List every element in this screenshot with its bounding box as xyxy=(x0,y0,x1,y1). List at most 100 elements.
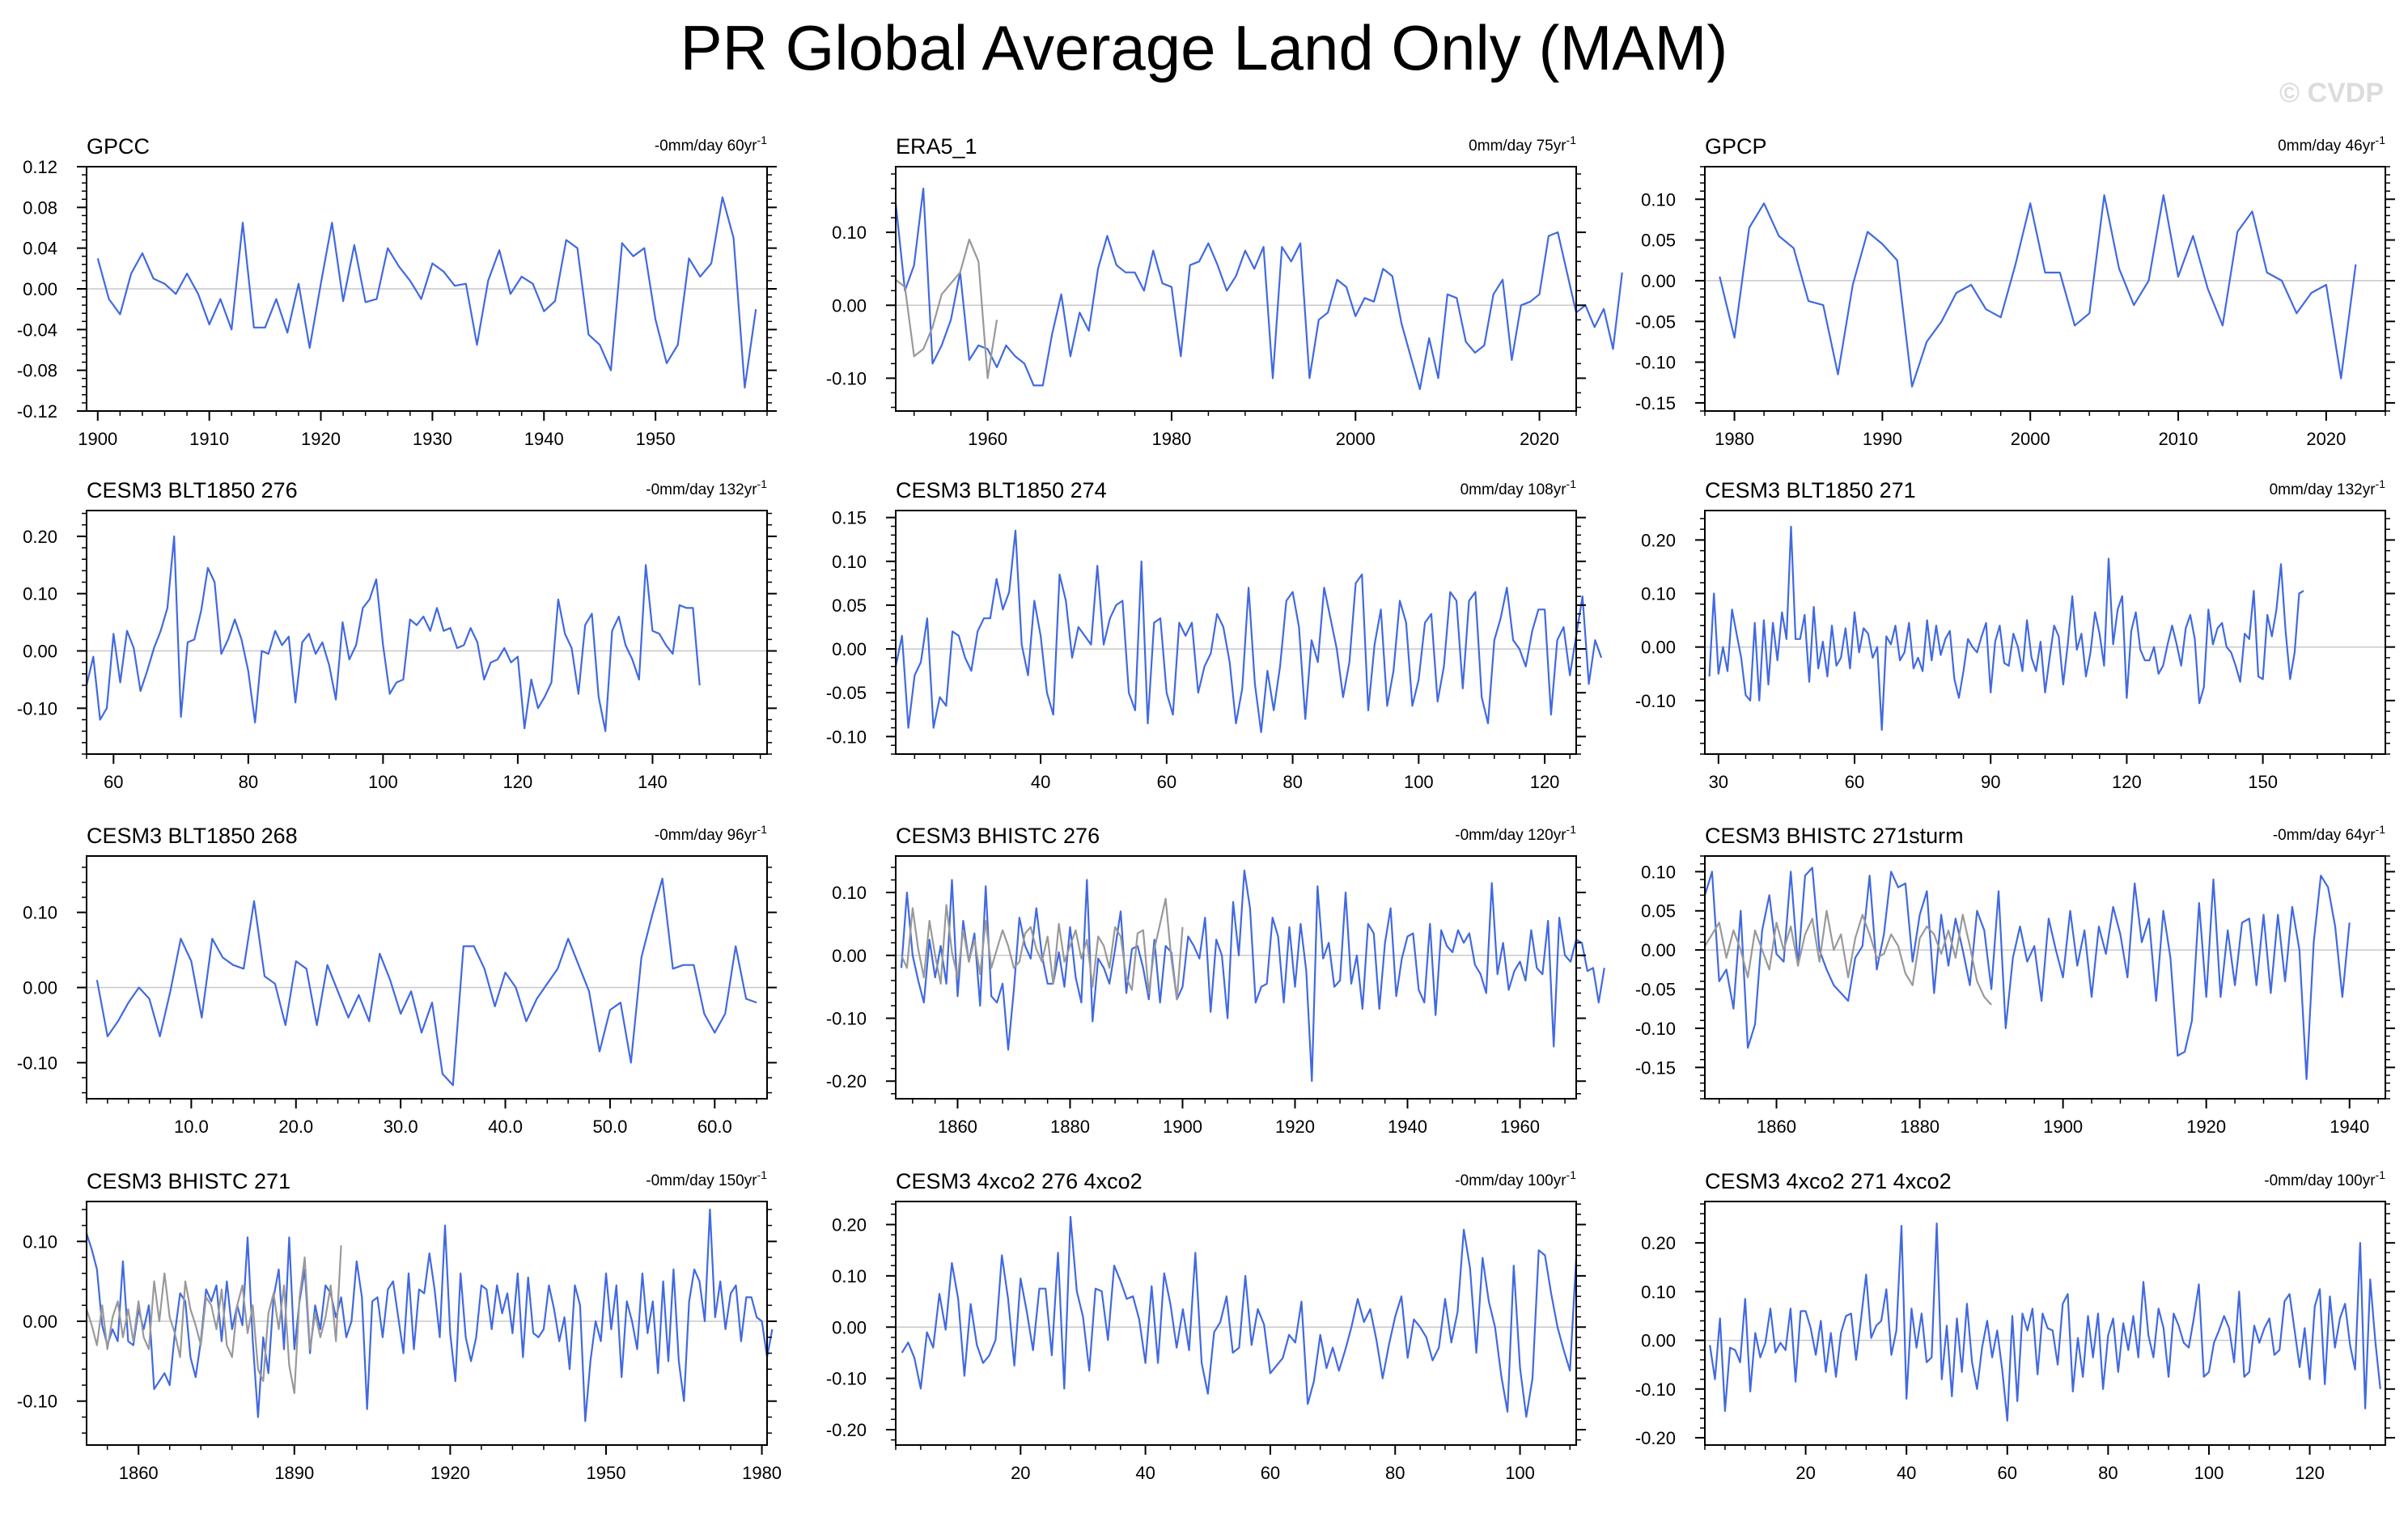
y-tick-label: 0.12 xyxy=(23,157,57,177)
x-tick-label: 1880 xyxy=(1900,1117,1940,1137)
trend-superscript: -1 xyxy=(757,823,768,836)
x-tick-label: 1920 xyxy=(430,1463,470,1483)
trend-superscript: -1 xyxy=(757,1168,768,1181)
panel-title: CESM3 BHISTC 271 xyxy=(87,1169,290,1193)
x-tick-label: 1980 xyxy=(1151,429,1191,449)
panel-title: CESM3 BLT1850 274 xyxy=(896,478,1107,502)
y-tick-label: -0.10 xyxy=(17,1392,57,1412)
x-tick-label: 90 xyxy=(1981,772,2000,792)
x-tick-label: 1880 xyxy=(1050,1117,1090,1137)
watermark: © CVDP xyxy=(2279,78,2384,108)
y-tick-label: -0.05 xyxy=(826,683,867,703)
y-tick-label: 0.10 xyxy=(23,903,57,923)
plot-frame xyxy=(895,510,1577,755)
y-tick-label: 0.00 xyxy=(23,978,57,998)
trend-superscript: -1 xyxy=(2376,823,2386,836)
trend-superscript: -1 xyxy=(1566,134,1577,146)
panel-title: CESM3 BLT1850 276 xyxy=(87,478,298,502)
y-tick-label: 0.05 xyxy=(1641,231,1676,251)
series-line-main xyxy=(85,1208,774,1422)
y-tick-label: -0.15 xyxy=(1635,1057,1676,1078)
series-line-main xyxy=(85,535,701,732)
series-line-main xyxy=(1708,525,2304,731)
y-tick-label: 0.10 xyxy=(832,552,867,572)
chart-panel-12: -0.20 -0.10 0.00 0.10 0.20 20 40 60 80 100 120 CESM… xyxy=(1635,1168,2395,1483)
series-line-main xyxy=(1719,194,2357,388)
y-tick-label: 0.20 xyxy=(1641,1233,1676,1253)
x-tick-label: 1860 xyxy=(938,1117,977,1137)
x-tick-label: 60 xyxy=(1261,1463,1280,1483)
x-tick-label: 30.0 xyxy=(384,1117,418,1137)
panel-title: CESM3 BHISTC 276 xyxy=(896,824,1100,848)
x-tick-label: 1860 xyxy=(1757,1117,1796,1137)
trend-label: -0mm/day 100yr-1 xyxy=(1455,1168,1576,1189)
x-tick-label: 1940 xyxy=(1388,1117,1427,1137)
y-tick-label: 0.20 xyxy=(23,527,57,547)
y-tick-label: -0.05 xyxy=(1635,980,1676,1000)
x-tick-label: 40 xyxy=(1031,772,1050,792)
plot-frame xyxy=(895,1201,1577,1446)
x-tick-label: 1950 xyxy=(636,429,676,449)
chart-panel-2: -0.10 0.00 0.10 1960 1980 2000 2020 ERA5_1 0mm/d… xyxy=(826,134,1623,449)
trend-label: -0mm/day 150yr-1 xyxy=(646,1168,767,1189)
plot-frame xyxy=(895,166,1577,412)
y-tick-label: -0.10 xyxy=(17,698,57,718)
x-tick-label: 1910 xyxy=(189,429,229,449)
y-tick-label: 0.00 xyxy=(832,946,867,966)
x-tick-label: 100 xyxy=(1404,772,1434,792)
x-tick-label: 80 xyxy=(2098,1463,2118,1483)
y-tick-label: 0.00 xyxy=(832,639,867,659)
x-tick-label: 2010 xyxy=(2159,429,2198,449)
trend-superscript: -1 xyxy=(2376,477,2386,490)
x-tick-label: 1960 xyxy=(968,429,1007,449)
series-line-main xyxy=(1703,867,2351,1080)
trend-label: 0mm/day 75yr-1 xyxy=(1469,134,1576,155)
trend-label: 0mm/day 132yr-1 xyxy=(2270,477,2386,498)
x-tick-label: 1900 xyxy=(78,429,117,449)
y-tick-label: 0.10 xyxy=(1641,189,1676,210)
x-tick-label: 120 xyxy=(503,772,533,792)
x-tick-label: 60 xyxy=(104,772,123,792)
series-line-main xyxy=(95,877,757,1087)
trend-label: -0mm/day 64yr-1 xyxy=(2273,823,2385,844)
panel-title: CESM3 BHISTC 271sturm xyxy=(1705,824,1964,848)
trend-label: -0mm/day 100yr-1 xyxy=(2264,1168,2385,1189)
trend-label: -0mm/day 120yr-1 xyxy=(1455,823,1576,844)
y-tick-label: -0.10 xyxy=(1635,691,1676,711)
plot-frame xyxy=(895,855,1577,1100)
x-tick-label: 30 xyxy=(1709,772,1728,792)
x-tick-label: 2020 xyxy=(1520,429,1559,449)
y-tick-label: 0.10 xyxy=(832,883,867,903)
trend-superscript: -1 xyxy=(2376,134,2386,146)
x-tick-label: 2000 xyxy=(2011,429,2050,449)
y-tick-label: -0.10 xyxy=(17,1053,57,1073)
y-tick-label: 0.08 xyxy=(23,197,57,218)
y-tick-label: 0.10 xyxy=(832,222,867,243)
plot-frame xyxy=(86,1201,768,1446)
chart-panel-10: -0.10 0.00 0.10 1860 1890 1920 1950 1980 CESM3 B… xyxy=(17,1168,782,1483)
y-tick-label: -0.20 xyxy=(826,1420,867,1440)
x-tick-label: 60 xyxy=(1845,772,1864,792)
series-line-main xyxy=(96,196,757,389)
y-tick-label: -0.10 xyxy=(826,727,867,747)
panel-title: GPCC xyxy=(87,134,150,159)
x-tick-label: 1890 xyxy=(274,1463,314,1483)
x-tick-label: 20 xyxy=(1795,1463,1815,1483)
trend-label: -0mm/day 132yr-1 xyxy=(646,477,767,498)
trend-superscript: -1 xyxy=(1566,823,1577,836)
plot-frame xyxy=(1704,855,2386,1100)
y-tick-label: -0.10 xyxy=(826,1369,867,1389)
x-tick-label: 1930 xyxy=(413,429,452,449)
x-tick-label: 120 xyxy=(2112,772,2142,792)
x-tick-label: 50.0 xyxy=(593,1117,628,1137)
panel-title: GPCP xyxy=(1705,134,1767,159)
x-tick-label: 80 xyxy=(1385,1463,1405,1483)
y-tick-label: 0.00 xyxy=(23,642,57,662)
y-tick-label: 0.00 xyxy=(1641,638,1676,658)
plot-frame xyxy=(86,510,768,755)
panel-title: CESM3 BLT1850 268 xyxy=(87,824,298,848)
plot-frame xyxy=(1704,166,2386,412)
chart-panel-11: -0.20 -0.10 0.00 0.10 0.20 20 40 60 80 100 CESM3 4… xyxy=(826,1168,1586,1483)
plot-frame xyxy=(86,855,768,1100)
